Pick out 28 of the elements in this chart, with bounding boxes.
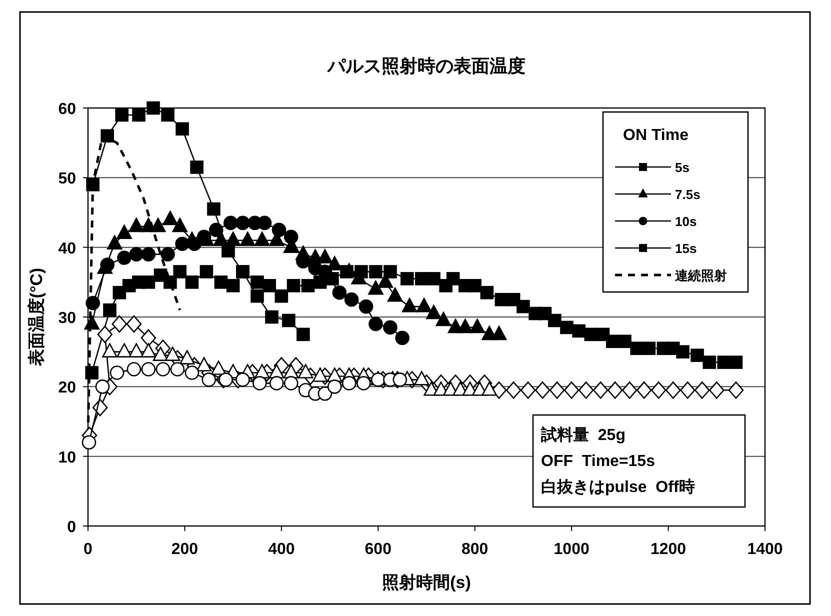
legend-label: 連続照射 bbox=[674, 268, 727, 283]
x-tick-label: 1400 bbox=[747, 541, 783, 558]
legend-title: ON Time bbox=[623, 127, 689, 144]
x-tick-label: 1200 bbox=[650, 541, 686, 558]
y-tick-label: 30 bbox=[58, 310, 76, 327]
x-tick-label: 600 bbox=[364, 541, 392, 558]
chart-title: パルス照射時の表面温度 bbox=[326, 56, 526, 76]
y-tick-label: 20 bbox=[58, 380, 76, 397]
y-tick-label: 0 bbox=[67, 519, 76, 536]
legend-label: 15s bbox=[675, 241, 697, 256]
x-axis-title: 照射時間(s) bbox=[382, 573, 471, 592]
x-tick-label: 0 bbox=[84, 541, 93, 558]
annotation: 試料量 25g bbox=[540, 426, 626, 444]
x-tick-label: 800 bbox=[462, 541, 488, 558]
y-tick-label: 50 bbox=[58, 170, 76, 188]
annotation: 白抜きはpulse Off時 bbox=[541, 478, 695, 496]
note: 試料量 25g OFF Time=15s 白抜きはpulse Off時 bbox=[532, 414, 746, 508]
annotation: OFF Time=15s bbox=[541, 453, 656, 470]
y-tick-label: 40 bbox=[58, 240, 76, 258]
y-axis-title: 表面温度(°C) bbox=[27, 268, 46, 368]
y-tick-label: 10 bbox=[58, 449, 76, 466]
y-tick-label: 60 bbox=[58, 101, 76, 118]
legend-label: 10s bbox=[675, 214, 697, 229]
legend-label: 5s bbox=[675, 160, 690, 175]
x-tick-label: 400 bbox=[268, 541, 295, 558]
x-tick-label: 1000 bbox=[554, 541, 590, 558]
x-tick-label: 200 bbox=[171, 541, 198, 558]
legend-label: 7.5s bbox=[675, 187, 700, 202]
